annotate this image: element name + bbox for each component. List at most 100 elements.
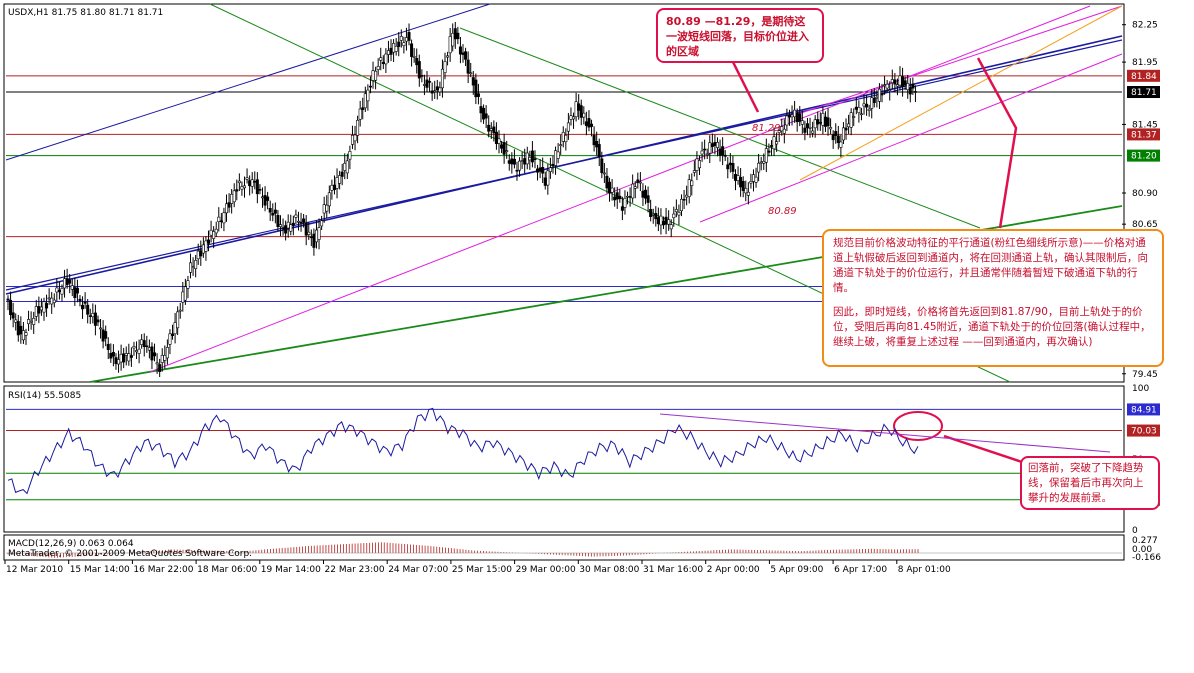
candle-body xyxy=(803,127,807,133)
candle-body xyxy=(482,107,486,120)
candle-body xyxy=(811,130,815,134)
candle-body xyxy=(484,113,488,119)
candle-body xyxy=(723,154,727,157)
candle-body xyxy=(793,109,797,118)
arrow-top xyxy=(730,59,760,113)
candle-body xyxy=(412,56,416,58)
candle-body xyxy=(690,180,694,186)
candle-body xyxy=(168,333,172,345)
trendline-5 xyxy=(459,27,981,229)
candle-body xyxy=(194,260,198,269)
level-tag-1: 81.71 xyxy=(1131,88,1157,98)
candle-body xyxy=(266,196,270,201)
candle-body xyxy=(636,179,640,183)
candle-body xyxy=(656,217,660,225)
candle-body xyxy=(356,119,360,136)
x-tick-label-11: 2 Apr 00:00 xyxy=(707,565,760,575)
candle-body xyxy=(494,131,498,145)
candle-body xyxy=(37,306,41,314)
candle-body xyxy=(250,179,254,187)
candle-body xyxy=(744,188,748,194)
candle-body xyxy=(492,126,496,134)
trendline-8 xyxy=(779,5,1123,121)
candle-body xyxy=(57,289,61,293)
candle-body xyxy=(260,196,264,199)
trendline-1 xyxy=(5,39,1123,291)
candle-body xyxy=(207,239,211,244)
candle-body xyxy=(518,160,522,171)
candle-body xyxy=(366,89,370,102)
candle-body xyxy=(147,347,151,351)
candle-body xyxy=(721,146,725,156)
candle-body xyxy=(505,150,509,152)
x-tick-label-10: 31 Mar 16:00 xyxy=(643,565,703,575)
candle-body xyxy=(715,142,719,148)
candle-body xyxy=(867,108,871,111)
candle-body xyxy=(844,127,848,131)
candle-body xyxy=(569,115,573,120)
candle-body xyxy=(42,301,46,313)
x-tick-label-8: 29 Mar 00:00 xyxy=(516,565,576,575)
candles xyxy=(6,21,917,378)
candle-body xyxy=(240,186,244,190)
candle-body xyxy=(186,280,190,289)
y-tick-label-3: 80.90 xyxy=(1132,189,1158,199)
candle-body xyxy=(422,84,426,86)
candle-body xyxy=(453,28,457,40)
candle-body xyxy=(751,174,755,182)
candle-body xyxy=(777,130,781,133)
candle-body xyxy=(826,117,830,127)
candle-body xyxy=(361,107,365,110)
candle-body xyxy=(176,311,180,329)
candle-body xyxy=(579,105,583,118)
x-tick-label-12: 5 Apr 09:00 xyxy=(770,565,823,575)
candle-body xyxy=(258,189,262,191)
annotation-81-29: 81.29 xyxy=(752,123,781,134)
macd-tick-label-1: 0.00 xyxy=(1132,545,1152,555)
candle-body xyxy=(145,345,149,348)
level-tag-2: 81.37 xyxy=(1131,130,1157,140)
candle-body xyxy=(73,287,77,298)
candle-body xyxy=(181,291,185,303)
candle-body xyxy=(710,143,714,148)
candle-body xyxy=(189,262,193,273)
x-tick-label-6: 24 Mar 07:00 xyxy=(388,565,448,575)
candle-body xyxy=(127,353,131,362)
rsi-pane xyxy=(3,385,1125,533)
candle-body xyxy=(24,332,28,336)
candle-body xyxy=(682,198,686,201)
candle-body xyxy=(446,55,450,58)
candle-body xyxy=(546,170,550,186)
candle-body xyxy=(284,225,288,234)
candle-body xyxy=(790,114,794,118)
candle-body xyxy=(104,331,108,339)
candle-body xyxy=(507,160,511,164)
candle-body xyxy=(309,236,313,239)
candle-body xyxy=(430,90,434,94)
candle-body xyxy=(435,86,439,91)
candle-body xyxy=(458,46,462,55)
candle-body xyxy=(895,84,899,87)
candle-body xyxy=(554,150,558,166)
candle-body xyxy=(286,221,290,229)
candle-body xyxy=(304,222,308,236)
candle-body xyxy=(695,158,699,171)
candle-body xyxy=(39,306,43,311)
candle-body xyxy=(99,327,103,330)
candle-body xyxy=(839,141,843,148)
candle-body xyxy=(757,162,761,173)
candle-body xyxy=(353,134,357,142)
candle-body xyxy=(68,279,72,284)
candle-body xyxy=(857,107,861,113)
candle-body xyxy=(55,287,59,293)
candle-body xyxy=(338,175,342,184)
candle-body xyxy=(204,240,208,252)
candle-body xyxy=(368,85,372,88)
rsi-highlight-ellipse xyxy=(893,411,943,441)
candle-body xyxy=(376,66,380,70)
candle-body xyxy=(394,45,398,52)
candle-body xyxy=(440,68,444,89)
candle-body xyxy=(520,160,524,162)
x-tick-label-0: 12 Mar 2010 xyxy=(6,565,63,575)
